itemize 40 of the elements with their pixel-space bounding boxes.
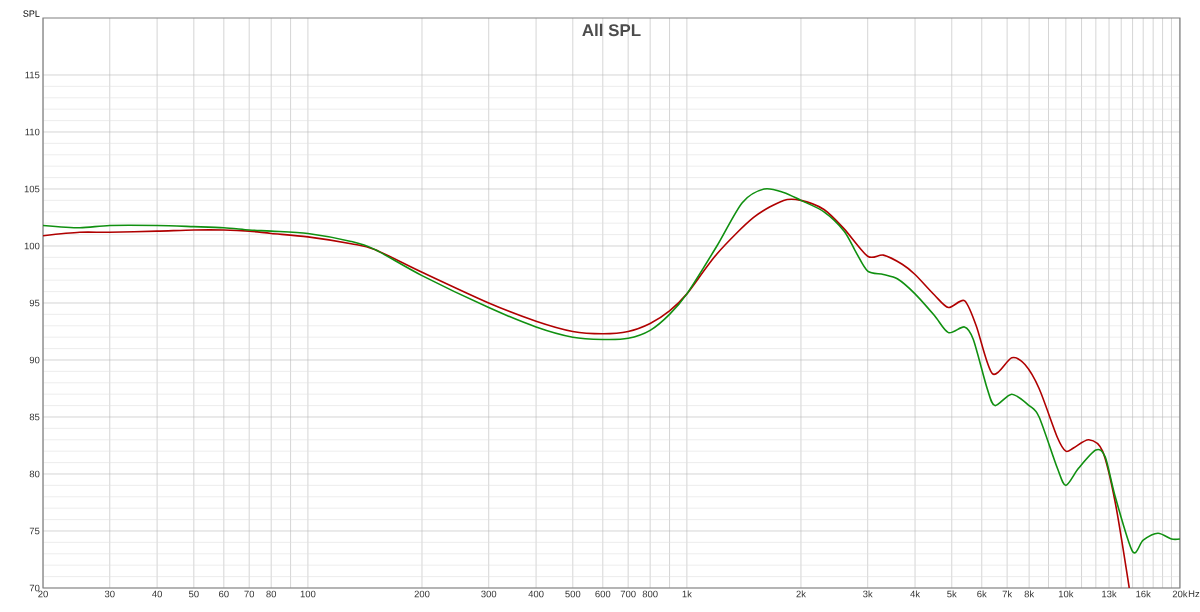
x-tick-label: 200: [414, 590, 430, 598]
x-tick-label: 3k: [863, 590, 873, 598]
x-tick-label: 700: [620, 590, 636, 598]
x-tick-label: 500: [565, 590, 581, 598]
y-tick-label: 70: [29, 584, 40, 592]
x-tick-label: 800: [642, 590, 658, 598]
x-axis-title: Hz: [1188, 590, 1200, 598]
x-tick-label: 7k: [1002, 590, 1013, 598]
chart-title: All SPL: [582, 23, 641, 37]
y-tick-label: 115: [25, 71, 40, 79]
x-tick-label: 20: [38, 590, 48, 598]
x-tick-label: 300: [481, 590, 497, 598]
x-tick-label: 20k: [1172, 590, 1188, 598]
x-tick-label: 6k: [977, 590, 987, 598]
y-tick-label: 90: [29, 356, 40, 364]
y-tick-label: 95: [29, 299, 40, 307]
x-tick-label: 16k: [1136, 590, 1151, 598]
x-tick-label: 8k: [1024, 590, 1035, 598]
x-tick-label: 400: [528, 590, 544, 598]
x-tick-label: 13k: [1102, 590, 1117, 598]
y-tick-label: 105: [24, 185, 40, 193]
x-tick-label: 80: [266, 590, 277, 598]
x-tick-label: 100: [300, 590, 316, 598]
x-tick-label: 50: [188, 590, 199, 598]
x-tick-label: 70: [244, 590, 255, 598]
x-tick-label: 2k: [796, 590, 806, 598]
x-tick-label: 60: [219, 590, 229, 598]
y-axis-title: SPL: [23, 10, 40, 17]
x-tick-label: 10k: [1058, 590, 1074, 598]
y-tick-label: 85: [29, 413, 40, 421]
x-tick-label: 40: [152, 590, 162, 598]
x-tick-label: 1k: [682, 590, 692, 598]
y-tick-label: 75: [29, 527, 40, 535]
y-tick-label: 100: [24, 242, 40, 250]
x-tick-label: 30: [104, 590, 115, 598]
x-tick-label: 4k: [910, 590, 921, 598]
y-tick-label: 110: [25, 128, 40, 136]
x-tick-label: 600: [595, 590, 611, 598]
y-tick-label: 80: [29, 470, 40, 478]
x-tick-label: 5k: [947, 590, 957, 598]
